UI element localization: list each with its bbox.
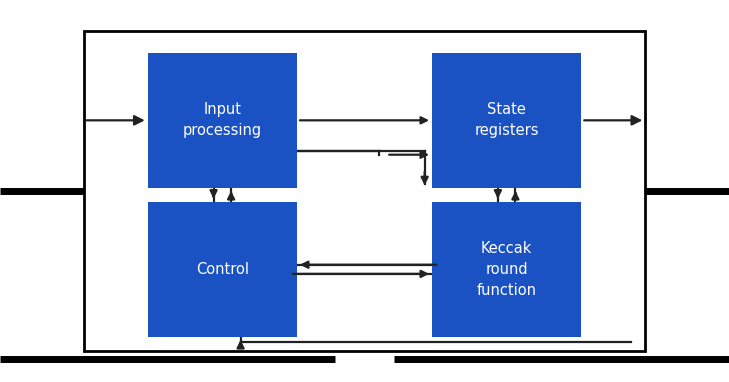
Text: Keccak
round
function: Keccak round function bbox=[477, 241, 537, 298]
Text: Control: Control bbox=[196, 262, 249, 277]
Text: State
registers: State registers bbox=[475, 102, 539, 138]
Bar bbox=[84, 31, 645, 351]
Text: Input
processing: Input processing bbox=[183, 102, 262, 138]
Bar bbox=[432, 202, 581, 337]
Bar bbox=[147, 52, 297, 188]
Bar bbox=[147, 202, 297, 337]
Bar bbox=[432, 52, 581, 188]
